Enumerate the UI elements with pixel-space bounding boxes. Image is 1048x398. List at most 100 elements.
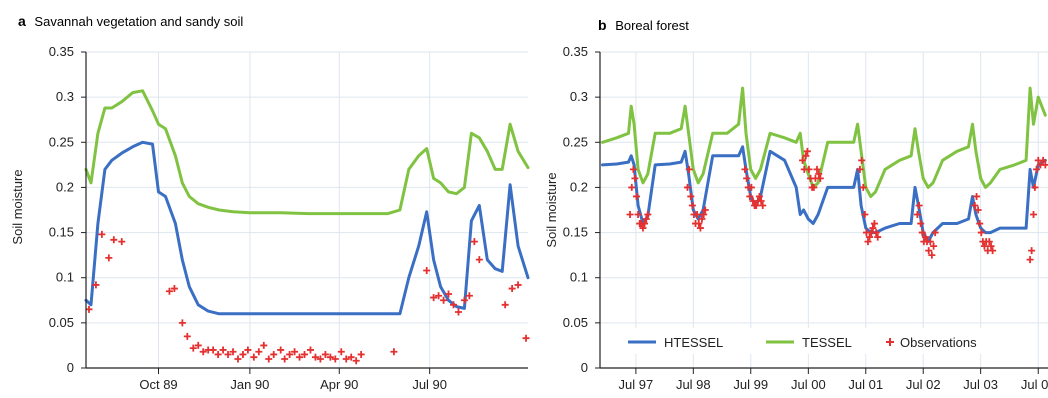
panel-a-obs-point <box>219 346 227 354</box>
panel-b-obs-point <box>1030 211 1038 219</box>
panel-a-obs-point <box>250 353 258 361</box>
panel-b-ytick-label: 0.05 <box>563 315 588 330</box>
panel-a-obs-point <box>209 346 217 354</box>
panel-b-legend-label-1: TESSEL <box>802 335 852 350</box>
panel-b-xtick-label: Jul 00 <box>791 377 826 392</box>
panel-a-obs-point <box>281 355 289 363</box>
panel-a-obs-point <box>306 346 314 354</box>
panel-a-obs-point <box>357 350 365 358</box>
panel-b-legend-swatch-2 <box>886 338 894 346</box>
panel-b-obs-point <box>747 183 755 191</box>
panel-b-obs-point <box>759 201 767 209</box>
panel-b-xtick-label: Jul 04 <box>1021 377 1048 392</box>
panel-a-grid <box>86 51 528 369</box>
panel-a-axes: 0 0.05 0.1 0.15 0.2 0.25 0.3 0.35 Oct 89 Jan 90 Ap… <box>49 44 528 392</box>
panel-b-obs-point <box>683 183 691 191</box>
panel-b-obs-point <box>980 242 988 250</box>
panel-b-obs-point <box>973 192 981 200</box>
panel-a-ytick-label: 0.1 <box>56 270 74 285</box>
panel-a-ytick-label: 0.25 <box>49 134 74 149</box>
panel-b-xtick-label: Jul 01 <box>848 377 883 392</box>
panel-b-obs-point <box>631 174 639 182</box>
panel-a-title: a Savannah vegetation and sandy soil <box>18 13 243 29</box>
panel-b-obs-point <box>629 165 637 173</box>
panel-a-obs-point <box>475 256 483 264</box>
panel-b-obs-point <box>989 247 997 255</box>
panel-a-obs-point <box>450 301 458 309</box>
panel-b-obs-point <box>974 206 982 214</box>
panel-b-obs-point <box>1039 156 1047 164</box>
panel-b-obs-point <box>626 211 634 219</box>
panel-b-obs-point <box>698 215 706 223</box>
panel-b-obs-point <box>815 170 823 178</box>
panel-a-xtick-label: Oct 89 <box>139 377 177 392</box>
panel-a-ylabel: Soil moisture <box>10 169 25 244</box>
panel-b-obs-point <box>931 229 939 237</box>
panel-b-obs-point <box>813 165 821 173</box>
panel-b-obs-point <box>639 224 647 232</box>
panel-a-ytick-label: 0 <box>67 360 74 375</box>
panel-a-obs-point <box>352 357 360 365</box>
panel-b-obs-point <box>633 192 641 200</box>
panel-b-obs-point <box>971 201 979 209</box>
panel-a-title-text: Savannah vegetation and sandy soil <box>34 14 243 29</box>
panel-a-letter: a <box>18 13 26 29</box>
panel-b-obs-point <box>743 174 751 182</box>
panel-b-obs-point <box>802 152 810 160</box>
panel-b-obs-point <box>644 211 652 219</box>
panel-a-obs-point <box>178 319 186 327</box>
panel-b-obs-point <box>859 183 867 191</box>
panel-a-obs-point <box>501 301 509 309</box>
panel-b-obs-point <box>755 192 763 200</box>
panel-b-obs-point <box>1026 256 1034 264</box>
panel-a-obs-point <box>440 296 448 304</box>
panel-b-obs-point <box>693 211 701 219</box>
panel-a-obs-point <box>522 334 530 342</box>
panel-b-xtick-label: Jul 98 <box>676 377 711 392</box>
panel-a-obs-point <box>430 294 438 302</box>
panel-a-obs-point <box>460 296 468 304</box>
panel-a-obs-point <box>296 353 304 361</box>
panel-b-obs-point <box>858 156 866 164</box>
panel-b-obs-point <box>695 220 703 228</box>
panel-a-obs-point <box>244 346 252 354</box>
panel-b-obs-point <box>1033 165 1041 173</box>
panel-a-obs-point <box>98 230 106 238</box>
panel-a-ytick-label: 0.2 <box>56 179 74 194</box>
panel-b-series <box>601 86 1048 264</box>
panel-b-obs-point <box>628 183 636 191</box>
panel-a-obs-point <box>214 350 222 358</box>
panel-a-obs-point <box>470 238 478 246</box>
panel-a-obs-point <box>326 353 334 361</box>
panel-b-legend-bg <box>616 328 1016 354</box>
panel-b-obs-point <box>701 206 709 214</box>
panel-b-ylabel: Soil moisture <box>544 172 559 247</box>
panel-b-xtick-label: Jul 99 <box>733 377 768 392</box>
panel-b-title: b Boreal forest <box>598 17 689 33</box>
panel-a-series-line-1 <box>84 140 530 316</box>
panel-a-obs-point <box>255 348 263 356</box>
panel-b-obs-point <box>874 233 882 241</box>
panel-a-obs-point <box>435 292 443 300</box>
panel-a-obs-point <box>189 344 197 352</box>
panel-b-obs-point <box>810 183 818 191</box>
panel-a-obs-point <box>286 350 294 358</box>
panel-b-obs-point <box>805 165 813 173</box>
panel-b-obs-point <box>687 192 695 200</box>
panel-b-obs-point <box>866 233 874 241</box>
panel-b-obs-point <box>987 242 995 250</box>
panel-b-ytick-label: 0.35 <box>563 44 588 59</box>
panel-b-ytick-label: 0.1 <box>570 270 588 285</box>
panel-a-obs-point <box>105 254 113 262</box>
panel-b-obs-point <box>918 229 926 237</box>
panel-a-obs-point <box>445 290 453 298</box>
panel-b-series-line-1 <box>601 86 1047 198</box>
panel-b-ytick-label: 0.15 <box>563 225 588 240</box>
panel-a-obs-point <box>265 355 273 363</box>
panel-b-obs-point <box>696 224 704 232</box>
panel-a-ytick-label: 0.3 <box>56 89 74 104</box>
panel-a-obs-point <box>260 341 268 349</box>
panel-b-letter: b <box>598 17 607 33</box>
panel-a-obs-point <box>390 348 398 356</box>
